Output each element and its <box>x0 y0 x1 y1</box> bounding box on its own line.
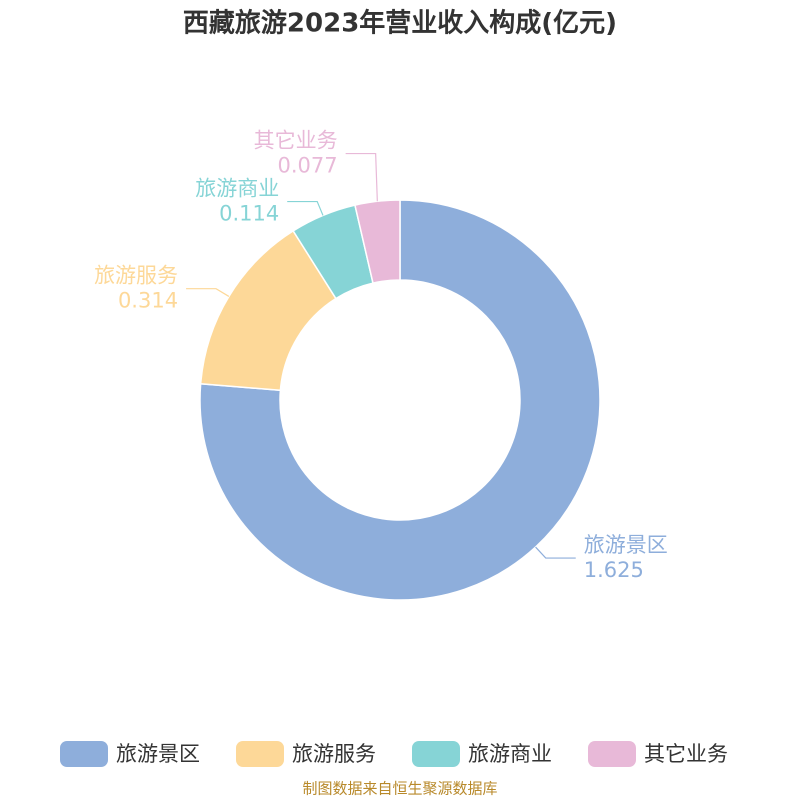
legend-swatch <box>236 741 284 767</box>
legend-label: 其它业务 <box>644 742 728 766</box>
donut-slice <box>199 199 601 601</box>
legend-swatch <box>60 741 108 767</box>
donut-slice <box>354 199 401 284</box>
data-label-value: 1.625 <box>584 558 644 582</box>
data-label-name: 其它业务 <box>254 129 338 153</box>
leader-line <box>345 152 378 202</box>
legend-swatch <box>412 741 460 767</box>
leader-line <box>287 200 324 216</box>
source-note: 制图数据来自恒生聚源数据库 <box>302 780 497 798</box>
data-label-value: 0.314 <box>118 289 178 313</box>
legend-label: 旅游景区 <box>116 742 200 766</box>
data-label-name: 旅游景区 <box>584 533 668 557</box>
leader-line <box>535 546 576 559</box>
legend-label: 旅游服务 <box>292 742 376 766</box>
chart-title: 西藏旅游2023年营业收入构成(亿元) <box>183 8 617 39</box>
legend-swatch <box>588 741 636 767</box>
data-label-name: 旅游服务 <box>94 264 178 288</box>
data-label-name: 旅游商业 <box>195 177 279 201</box>
legend-label: 旅游商业 <box>468 742 552 766</box>
data-label-value: 0.114 <box>219 202 279 226</box>
data-label-value: 0.077 <box>278 154 338 178</box>
leader-line <box>186 288 230 297</box>
